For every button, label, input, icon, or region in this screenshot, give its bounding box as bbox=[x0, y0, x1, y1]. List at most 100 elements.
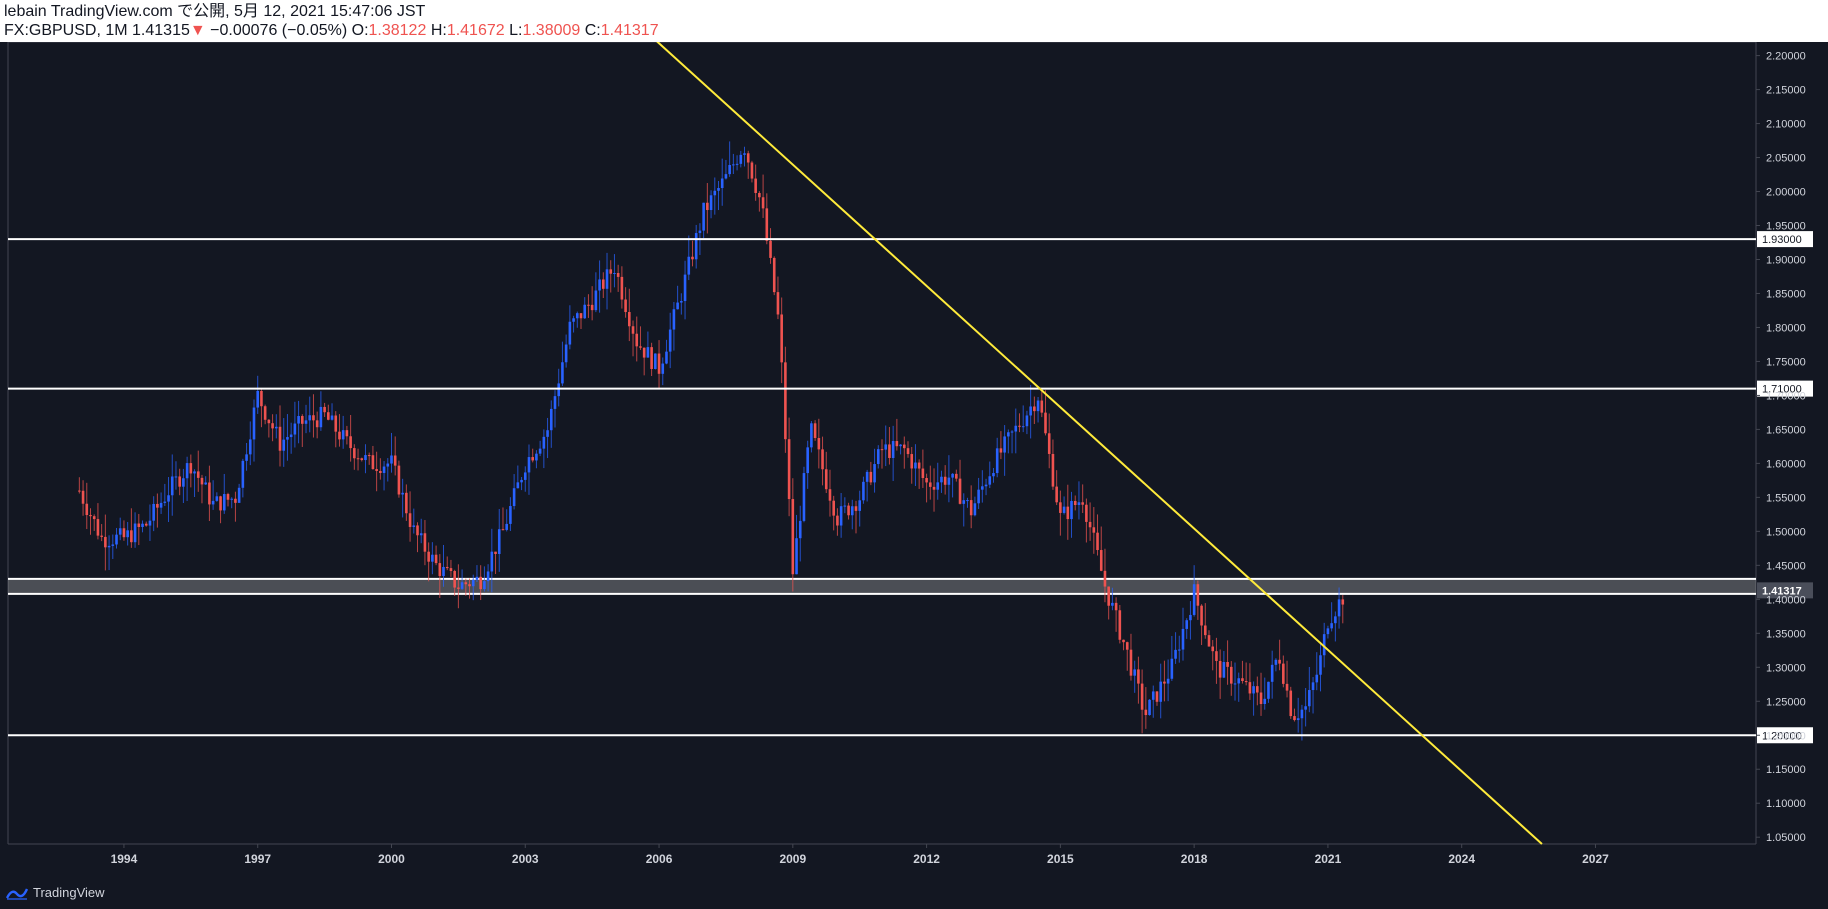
candle-body bbox=[780, 314, 783, 363]
candle-body bbox=[587, 304, 590, 306]
candle-body bbox=[728, 164, 731, 175]
candle-body bbox=[758, 192, 761, 198]
candle-body bbox=[891, 441, 895, 458]
candle-body bbox=[843, 505, 847, 507]
candle-body bbox=[947, 477, 951, 485]
candle-body bbox=[1088, 521, 1092, 528]
last-price-label: 1.41317 bbox=[1762, 585, 1802, 597]
last-price: 1.41315 bbox=[132, 22, 190, 39]
price-chart[interactable]: 1.93000 1.71000 1.20000 1.41317 1.05000 1.10… bbox=[0, 42, 1828, 876]
candle-body bbox=[271, 423, 274, 429]
candle-body bbox=[330, 415, 334, 420]
candle-body bbox=[992, 473, 995, 477]
candle-body bbox=[115, 534, 118, 545]
y-tick-label: 1.55000 bbox=[1766, 492, 1806, 504]
candle-body bbox=[301, 416, 304, 424]
candle-body bbox=[650, 347, 653, 369]
candle-body bbox=[1140, 683, 1144, 710]
tradingview-brand[interactable]: TradingView bbox=[6, 885, 105, 900]
candle-body bbox=[464, 582, 468, 585]
candle-body bbox=[1122, 639, 1125, 643]
candle-body bbox=[769, 240, 772, 258]
candle-body bbox=[817, 438, 821, 450]
candle-body bbox=[289, 434, 293, 438]
candle-body bbox=[791, 499, 795, 575]
candle-body bbox=[78, 490, 81, 492]
candle-body bbox=[1007, 432, 1010, 437]
candle-body bbox=[327, 412, 330, 420]
candle-body bbox=[598, 279, 601, 291]
candle-body bbox=[865, 471, 869, 482]
candle-body bbox=[319, 406, 323, 428]
candle-body bbox=[1177, 649, 1181, 651]
candle-body bbox=[308, 415, 312, 421]
candle-body bbox=[929, 482, 932, 487]
footer-bar: TradingView bbox=[0, 876, 1828, 909]
candle-body bbox=[237, 487, 241, 503]
candle-body bbox=[1163, 681, 1166, 684]
candle-body bbox=[107, 545, 111, 548]
y-tick-label: 2.10000 bbox=[1766, 119, 1806, 131]
candle-body bbox=[1111, 602, 1114, 606]
candle-body bbox=[639, 346, 642, 348]
candle-body bbox=[527, 457, 531, 473]
candle-body bbox=[839, 506, 843, 526]
candle-body bbox=[1099, 550, 1103, 571]
candle-body bbox=[438, 563, 442, 577]
candle-body bbox=[549, 408, 553, 431]
candle-body bbox=[1196, 584, 1200, 606]
y-tick-label: 1.85000 bbox=[1766, 288, 1806, 300]
candle-body bbox=[312, 415, 315, 421]
low-label: L: bbox=[509, 22, 523, 39]
candle-body bbox=[1044, 412, 1047, 434]
candle-body bbox=[234, 498, 237, 503]
candle-body bbox=[1003, 436, 1006, 453]
y-tick-label: 1.75000 bbox=[1766, 356, 1806, 368]
candle-body bbox=[988, 476, 992, 485]
candle-body bbox=[917, 462, 921, 469]
symbol-interval[interactable]: FX:GBPUSD, 1M bbox=[4, 22, 128, 39]
candle-body bbox=[602, 279, 605, 289]
candle-body bbox=[620, 276, 624, 300]
candle-body bbox=[1014, 425, 1018, 432]
candle-body bbox=[401, 492, 404, 495]
candle-body bbox=[1029, 406, 1032, 416]
candle-body bbox=[743, 153, 746, 155]
candle-body bbox=[315, 420, 319, 428]
candle-body bbox=[1315, 674, 1319, 683]
candle-body bbox=[382, 466, 386, 473]
candle-body bbox=[1215, 651, 1218, 661]
candle-body bbox=[148, 520, 152, 526]
candle-body bbox=[746, 153, 750, 163]
y-tick-label: 2.15000 bbox=[1766, 85, 1806, 97]
candle-body bbox=[412, 525, 416, 527]
candle-body bbox=[1174, 649, 1177, 659]
candle-body bbox=[427, 551, 430, 562]
candle-body bbox=[449, 568, 453, 572]
candle-body bbox=[1148, 699, 1151, 716]
candle-body bbox=[215, 496, 219, 501]
candle-body bbox=[691, 256, 694, 260]
candle-body bbox=[1337, 599, 1341, 617]
candle-body bbox=[642, 347, 646, 358]
candle-body bbox=[720, 178, 724, 189]
candle-body bbox=[341, 430, 345, 440]
candle-body bbox=[282, 439, 286, 451]
candle-body bbox=[902, 444, 906, 449]
candle-body bbox=[553, 396, 557, 409]
y-tick-label: 1.45000 bbox=[1766, 560, 1806, 572]
candle-body bbox=[1189, 614, 1192, 621]
candle-body bbox=[605, 269, 609, 289]
candle-body bbox=[367, 455, 371, 457]
candle-body bbox=[178, 476, 181, 487]
candle-body bbox=[516, 482, 520, 489]
candle-body bbox=[914, 462, 917, 469]
y-tick-label: 1.95000 bbox=[1766, 221, 1806, 233]
candle-body bbox=[471, 579, 475, 587]
candle-body bbox=[185, 463, 189, 479]
high-label: H: bbox=[430, 22, 447, 39]
candle-body bbox=[1296, 718, 1300, 721]
candle-body bbox=[360, 458, 364, 461]
candle-body bbox=[925, 478, 928, 483]
candle-body bbox=[163, 501, 167, 503]
